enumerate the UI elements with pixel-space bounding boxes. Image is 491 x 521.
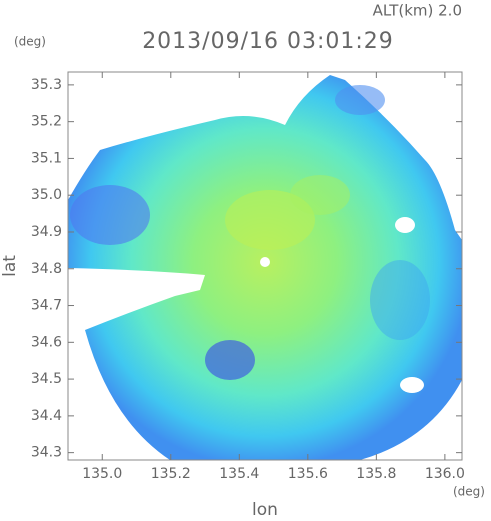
x-tick-label: 135.6 [288,466,328,482]
y-tick-label: 34.9 [31,224,62,240]
y-tick-label: 34.5 [31,371,62,387]
x-tick-label: 135.8 [356,466,396,482]
y-tick-label: 34.7 [31,298,62,314]
y-tick-label: 34.4 [31,408,62,424]
y-tick-label: 35.1 [31,150,62,166]
plot-frame [67,71,463,461]
altitude-label: ALT(km) 2.0 [373,2,462,20]
x-tick-label: 135.2 [151,466,191,482]
y-unit: (deg) [14,35,46,49]
x-axis-label: lon [252,500,278,520]
y-tick-label: 35.3 [31,77,62,93]
y-tick-label: 34.3 [31,445,62,461]
radar-echo [68,75,462,460]
y-tick-label: 35.2 [31,114,62,130]
x-tick-label: 135.4 [219,466,259,482]
y-axis-label: lat [0,255,20,277]
y-tick-label: 34.6 [31,334,62,350]
chart-title: 2013/09/16 03:01:29 [142,29,394,54]
x-tick-label: 136.0 [425,466,465,482]
x-unit: (deg) [453,485,485,499]
x-tick-label: 135.0 [82,466,122,482]
y-tick-label: 35.0 [31,187,62,203]
y-tick-label: 34.8 [31,261,62,277]
